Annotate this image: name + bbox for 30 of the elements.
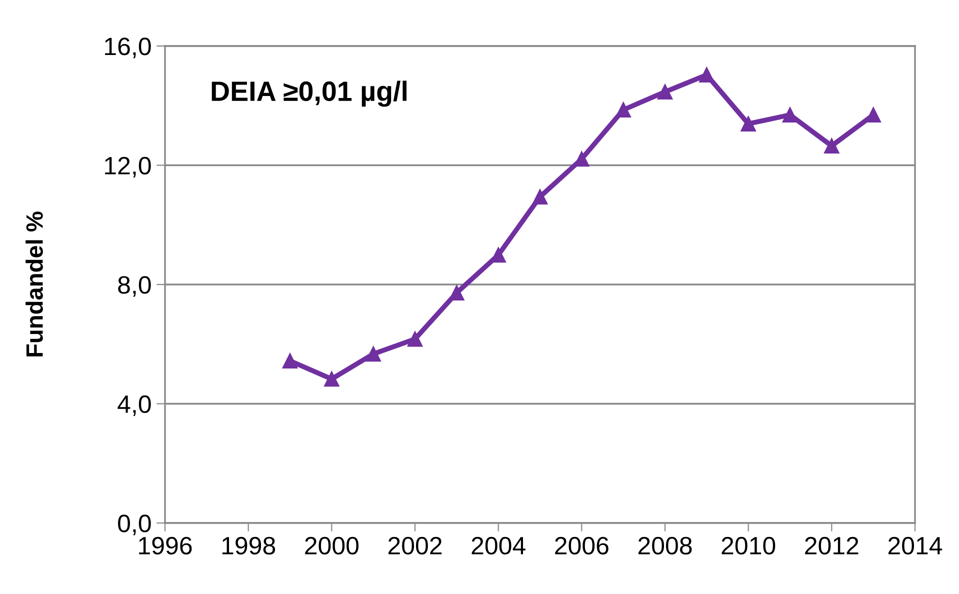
y-tick-label: 0,0 (118, 514, 151, 536)
point (616, 102, 631, 118)
y-axis-title: Fundandel % (26, 212, 43, 356)
y-tick-label: 12,0 (105, 156, 151, 178)
y-tick-label: 8,0 (118, 276, 151, 297)
x-tick-label: 2006 (555, 536, 608, 555)
x-tick-label: 1996 (139, 536, 192, 555)
point (699, 67, 714, 83)
point (532, 189, 548, 204)
point (866, 107, 881, 123)
point (366, 346, 381, 362)
point (740, 116, 756, 132)
point (449, 285, 464, 300)
x-tick-label: 2000 (305, 536, 358, 555)
x-tick-label: 2002 (388, 536, 442, 555)
point (407, 331, 423, 347)
point (282, 353, 298, 368)
y-tick-label: 16,0 (105, 38, 151, 58)
x-tick-label: 1998 (222, 536, 276, 555)
y-tick-label: 4,0 (118, 395, 151, 416)
x-tick-label: 2008 (638, 536, 692, 555)
x-tick-label: 2010 (722, 536, 776, 555)
x-tick-label: 2004 (472, 536, 526, 555)
x-tick-label: 2014 (888, 536, 942, 555)
text: DEIA ≥0,01 µg/l (212, 80, 407, 107)
point (824, 138, 840, 154)
point (657, 84, 673, 100)
point (324, 371, 340, 387)
point (782, 107, 798, 123)
x-tick-label: 2012 (805, 536, 858, 555)
